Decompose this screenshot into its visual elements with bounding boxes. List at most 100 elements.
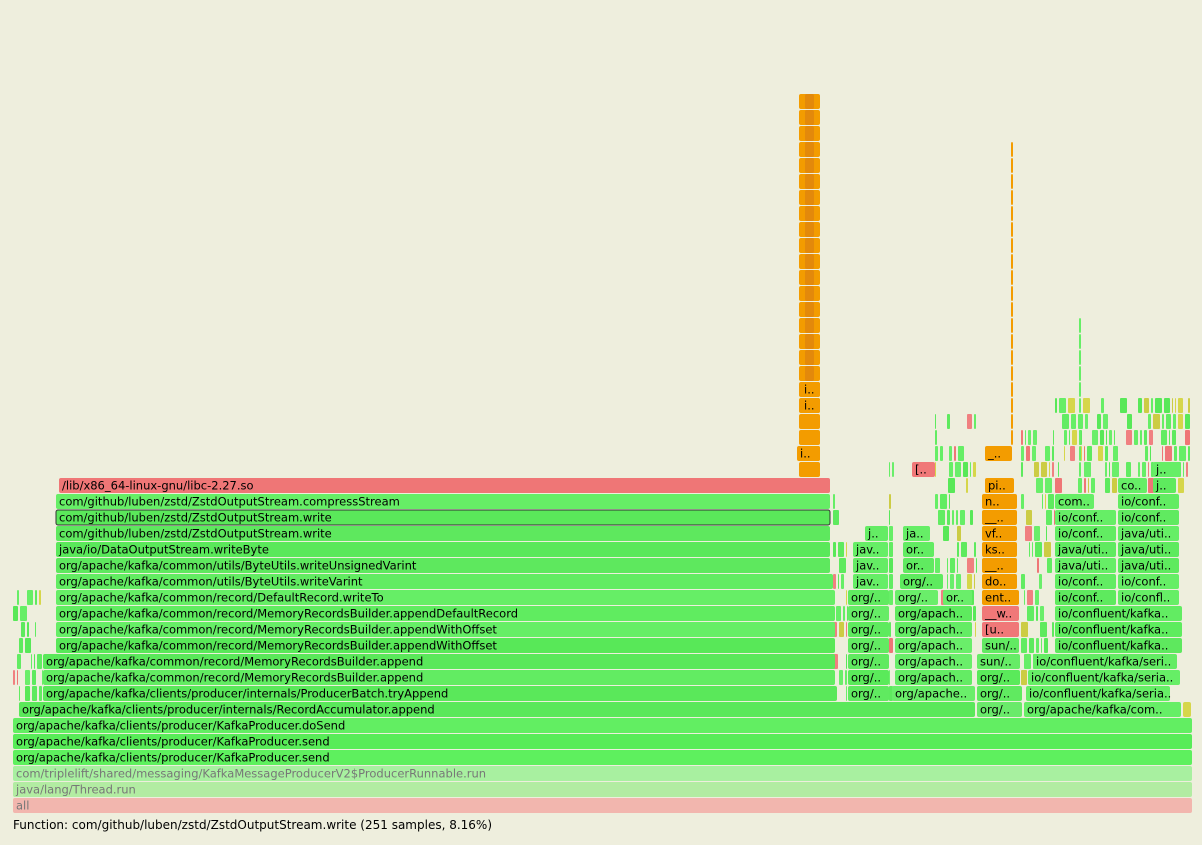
filler-frame-5-263[interactable] (1164, 398, 1170, 413)
filler-frame-1-37[interactable] (843, 606, 845, 621)
filler-frame-3-71[interactable] (975, 622, 976, 637)
orange-spike-frame-23[interactable] (1011, 430, 1013, 445)
filler-frame-5-266[interactable] (1178, 398, 1183, 413)
orange-tower-narrow-frame-40[interactable] (805, 158, 814, 173)
filler-frame-5-261[interactable] (1151, 398, 1153, 413)
filler-frame-3-97[interactable] (938, 510, 945, 525)
filler-frame-2-62[interactable] (889, 462, 890, 477)
orange-spike-frame-32[interactable] (1011, 286, 1013, 301)
filler-frame-3-85[interactable] (974, 574, 975, 589)
filler-frame-5-255[interactable] (1068, 398, 1075, 413)
orange-spike-frame-38[interactable] (1011, 190, 1013, 205)
filler-frame-1-41[interactable] (838, 574, 839, 589)
filler-frame-5-191[interactable] (1178, 478, 1184, 493)
filler-frame-5-210[interactable] (1087, 446, 1092, 461)
frame-2[interactable]: com/triplelift/shared/messaging/KafkaMes… (13, 766, 1192, 781)
frame-72[interactable]: __..__.. (982, 510, 1017, 525)
filler-frame-4-177[interactable] (1025, 430, 1026, 445)
filler-frame-0-5[interactable] (17, 670, 18, 685)
filler-frame-0-20[interactable] (17, 590, 19, 605)
filler-frame-4-174[interactable] (1045, 446, 1050, 461)
filler-frame-4-133[interactable] (1029, 638, 1034, 653)
filler-frame-4-168[interactable] (1041, 462, 1047, 477)
filler-frame-5-190[interactable] (1148, 478, 1154, 493)
frame-46[interactable]: io/confl..io/confl.. (1118, 590, 1179, 605)
frame-31[interactable]: org/..org/apache/kafka/common/record/Mem… (848, 622, 889, 637)
filler-frame-0-7[interactable] (32, 670, 36, 685)
filler-frame-1-46[interactable] (846, 542, 847, 557)
frame-63[interactable]: java/uti..java/uti.. (1055, 542, 1116, 557)
filler-frame-4-144[interactable] (1027, 590, 1033, 605)
frame-50[interactable]: do..do.. (982, 574, 1017, 589)
filler-frame-4-170[interactable] (1052, 462, 1054, 477)
filler-frame-4-146[interactable] (1021, 574, 1025, 589)
filler-frame-3-103[interactable] (935, 494, 938, 509)
filler-frame-5-209[interactable] (1084, 446, 1085, 461)
filler-frame-5-259[interactable] (1138, 398, 1142, 413)
frame-51[interactable]: io/conf..io/conf.. (1055, 574, 1116, 589)
filler-frame-2-60[interactable] (889, 510, 890, 525)
filler-frame-5-183[interactable] (1084, 478, 1086, 493)
frame-52[interactable]: io/conf..io/conf.. (1118, 574, 1179, 589)
filler-frame-3-122[interactable] (967, 414, 972, 429)
filler-frame-5-206[interactable] (1064, 446, 1065, 461)
filler-frame-4-139[interactable] (1052, 622, 1054, 637)
orange-tower-narrow-frame-36[interactable] (805, 222, 814, 237)
filler-frame-4-178[interactable] (1028, 430, 1031, 445)
filler-frame-4-158[interactable] (1046, 510, 1052, 525)
filler-frame-3-86[interactable] (935, 558, 940, 573)
filler-frame-3-98[interactable] (947, 510, 950, 525)
orange-tower-narrow-frame-44[interactable] (805, 94, 814, 109)
filler-frame-3-115[interactable] (940, 446, 943, 461)
green-spike-frame-22[interactable] (1079, 446, 1081, 461)
filler-frame-5-247[interactable] (1153, 414, 1160, 429)
frame-55[interactable]: or..or.. (903, 558, 934, 573)
orange-tower-main-frame-23[interactable] (799, 430, 820, 445)
filler-frame-0-13[interactable] (19, 638, 23, 653)
orange-spike-frame-26[interactable] (1011, 382, 1013, 397)
filler-frame-3-100[interactable] (956, 510, 958, 525)
orange-spike-frame-30[interactable] (1011, 318, 1013, 333)
filler-frame-3-106[interactable] (948, 478, 955, 493)
frame-62[interactable]: ks..ks.. (982, 542, 1017, 557)
filler-frame-5-205[interactable] (1186, 462, 1188, 477)
filler-frame-5-200[interactable] (1148, 462, 1149, 477)
frame-58[interactable]: java/uti..java/uti.. (1118, 558, 1179, 573)
filler-frame-1-38[interactable] (847, 606, 848, 621)
filler-frame-3-81[interactable] (947, 574, 948, 589)
filler-frame-1-40[interactable] (833, 574, 836, 589)
frame-25[interactable]: org/apache/kafka/common/record/MemoryRec… (56, 638, 835, 653)
frame-13[interactable]: org/..org/.. (977, 686, 1022, 701)
filler-frame-3-114[interactable] (935, 446, 938, 461)
filler-frame-5-184[interactable] (1088, 478, 1089, 493)
filler-frame-2-61[interactable] (889, 494, 891, 509)
filler-frame-4-151[interactable] (1032, 542, 1033, 557)
filler-frame-1-31[interactable] (846, 654, 847, 669)
orange-tower-narrow-frame-39[interactable] (805, 174, 814, 189)
filler-frame-4-163[interactable] (1048, 494, 1054, 509)
filler-frame-0-18[interactable] (13, 606, 18, 621)
green-spike-frame-25[interactable] (1079, 398, 1081, 413)
green-spike-frame-23[interactable] (1079, 430, 1081, 445)
filler-frame-5-248[interactable] (1162, 414, 1164, 429)
filler-frame-4-143[interactable] (1024, 590, 1025, 605)
frame-85[interactable]: i..i.. (801, 382, 820, 397)
filler-frame-0-1[interactable] (25, 686, 30, 701)
filler-frame-5-186[interactable] (1105, 478, 1110, 493)
filler-frame-4-149[interactable] (1047, 558, 1052, 573)
orange-spike-frame-31[interactable] (1011, 302, 1013, 317)
frame-14[interactable]: io/confluent/kafka/seria..io/confluent/k… (1026, 686, 1171, 701)
filler-frame-3-118[interactable] (958, 446, 964, 461)
green-spike-frame-28[interactable] (1079, 350, 1081, 365)
filler-frame-5-213[interactable] (1113, 446, 1118, 461)
filler-frame-5-251[interactable] (1178, 414, 1183, 429)
filler-frame-5-192[interactable] (1058, 462, 1059, 477)
frame-73[interactable]: io/conf..io/conf.. (1055, 510, 1116, 525)
frame-83[interactable]: i..i.. (797, 446, 820, 461)
filler-frame-4-148[interactable] (1037, 558, 1039, 573)
filler-frame-2-56[interactable] (889, 574, 893, 589)
filler-frame-4-155[interactable] (1034, 526, 1040, 541)
filler-frame-5-257[interactable] (1101, 398, 1104, 413)
orange-tower-narrow-frame-38[interactable] (805, 190, 814, 205)
filler-frame-5-234[interactable] (1149, 430, 1153, 445)
